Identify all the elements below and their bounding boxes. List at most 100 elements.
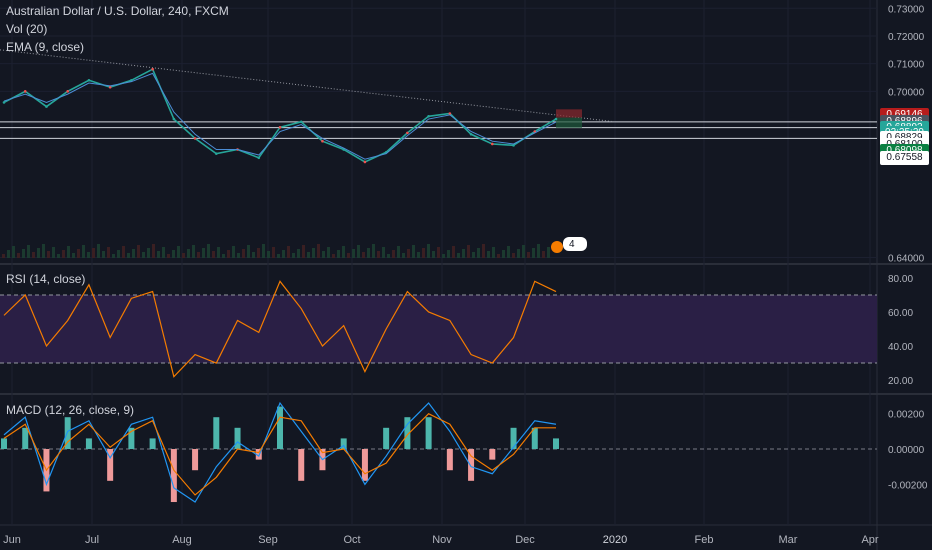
volume-bar: [132, 249, 135, 258]
volume-bar: [112, 254, 115, 258]
volume-bar: [267, 251, 270, 258]
price-point: [215, 152, 218, 155]
x-tick-label: Oct: [343, 534, 360, 546]
volume-bar: [382, 247, 385, 258]
badge-count: 4: [569, 239, 575, 250]
volume-bar: [47, 251, 50, 258]
stop-zone: [556, 109, 582, 118]
x-tick-label: Jul: [85, 534, 99, 546]
macd-histogram-bar: [298, 449, 305, 481]
volume-bar: [102, 251, 105, 258]
volume-bar: [292, 253, 295, 258]
x-tick-label: Mar: [779, 534, 798, 546]
volume-bar: [432, 251, 435, 258]
volume-bar: [247, 245, 250, 258]
volume-bar: [242, 249, 245, 258]
volume-bar: [357, 245, 360, 258]
ema-legend[interactable]: EMA (9, close): [6, 40, 85, 54]
volume-bar: [477, 248, 480, 258]
volume-bar: [472, 252, 475, 258]
volume-bar: [532, 248, 535, 258]
volume-bar: [137, 245, 140, 258]
volume-bar: [57, 254, 60, 258]
volume-bar: [97, 244, 100, 258]
volume-bar: [362, 252, 365, 258]
volume-bar: [157, 251, 160, 258]
volume-bar: [492, 247, 495, 258]
volume-bar: [342, 246, 345, 258]
volume-bar: [12, 246, 15, 258]
volume-bar: [52, 247, 55, 258]
price-tick-label: 0.64000: [888, 253, 925, 264]
macd-histogram-bar: [170, 449, 177, 503]
volume-bar: [27, 245, 30, 258]
volume-bar: [327, 247, 330, 258]
volume-bar: [92, 248, 95, 258]
volume-bar: [127, 253, 130, 258]
price-point: [278, 126, 282, 129]
macd-legend[interactable]: MACD (12, 26, close, 9): [6, 403, 135, 417]
price-point: [172, 117, 176, 121]
macd-histogram-bar: [531, 427, 538, 450]
volume-bar: [417, 252, 420, 258]
macd-histogram-bar: [553, 438, 559, 450]
volume-bar: [527, 252, 530, 258]
rsi-tick-label: 60.00: [888, 308, 913, 319]
rsi-tick-label: 80.00: [888, 274, 913, 285]
volume-bar: [107, 247, 110, 258]
rsi-legend[interactable]: RSI (14, close): [6, 272, 86, 286]
volume-bar: [442, 254, 445, 258]
volume-bar: [427, 244, 430, 258]
price-point: [87, 78, 91, 82]
macd-histogram-bar: [255, 449, 262, 460]
x-tick-label: Feb: [695, 534, 714, 546]
macd-histogram-bar: [192, 449, 199, 471]
volume-legend[interactable]: Vol (20): [6, 22, 48, 36]
volume-bar: [487, 251, 490, 258]
price-point: [406, 131, 409, 135]
volume-bar: [482, 244, 485, 258]
volume-bar: [402, 253, 405, 258]
rsi-band-fill: [0, 294, 877, 364]
symbol-title[interactable]: Australian Dollar / U.S. Dollar, 240, FX…: [6, 4, 229, 18]
volume-bar: [7, 250, 10, 258]
macd-histogram-bar: [107, 449, 114, 481]
volume-bar: [162, 247, 165, 258]
volume-bar: [232, 246, 235, 258]
rsi-tick-label: 40.00: [888, 342, 913, 353]
macd-histogram-bar: [404, 417, 411, 450]
event-icon: [551, 241, 563, 253]
price-point: [554, 117, 558, 121]
x-tick-label: Dec: [515, 534, 535, 546]
macd-histogram-bar: [213, 417, 220, 450]
volume-bar: [307, 252, 310, 258]
volume-bar: [367, 248, 370, 258]
volume-bar: [392, 250, 395, 258]
rsi-tick-label: 20.00: [888, 376, 913, 387]
macd-histogram-bar: [510, 427, 517, 450]
volume-bar: [227, 250, 230, 258]
volume-bar: [252, 252, 255, 258]
price-point: [427, 114, 430, 118]
volume-bar: [347, 253, 350, 258]
rsi-series-line: [3, 280, 557, 378]
price-tick-label: 0.70000: [888, 87, 925, 98]
volume-bar: [352, 249, 355, 258]
volume-bar: [497, 254, 500, 258]
volume-bar: [517, 249, 520, 258]
price-point: [448, 112, 452, 115]
volume-bar: [17, 253, 20, 258]
volume-bar: [192, 245, 195, 258]
x-tick-label: Sep: [258, 534, 278, 546]
volume-bar: [407, 249, 410, 258]
macd-histogram-bar: [361, 449, 368, 481]
price-point: [2, 101, 6, 104]
volume-bar: [507, 246, 510, 258]
price-point: [363, 160, 367, 164]
signal-series-line: [3, 412, 556, 496]
volume-bar: [462, 249, 465, 258]
volume-bar: [537, 244, 540, 258]
